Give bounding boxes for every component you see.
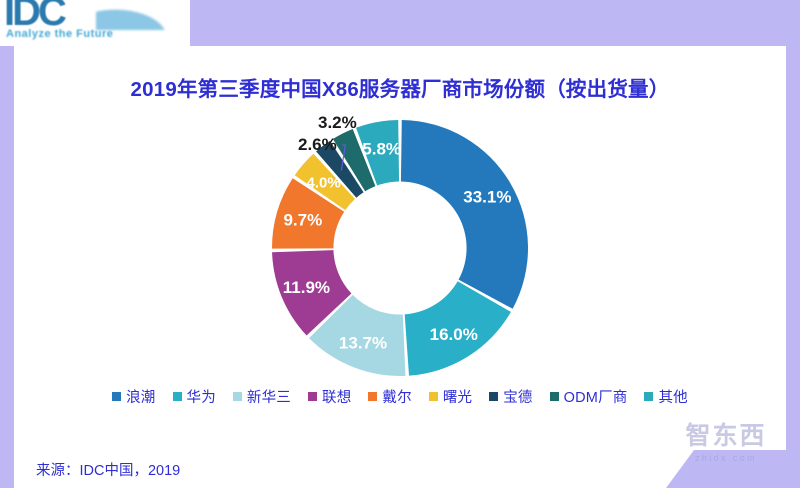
donut-slices	[272, 120, 528, 376]
donut-slice-label: 16.0%	[430, 325, 478, 344]
legend-item[interactable]: 戴尔	[368, 386, 412, 407]
donut-leader-lines	[340, 144, 346, 171]
donut-slice-label: 33.1%	[463, 188, 511, 207]
donut-value-labels: 33.1% 16.0% 13.7% 11.9% 9.7% 4.0% 2.6% 3.2% 5.8%	[283, 116, 512, 352]
legend-label: 其他	[658, 390, 688, 406]
legend-item[interactable]: 华为	[172, 386, 216, 407]
legend-swatch-icon	[112, 392, 122, 401]
chart-legend: 浪潮 华为 新华三 联想 戴尔 曙光 宝德 ODM厂商 其他	[14, 386, 786, 407]
donut-slice-label: 9.7%	[283, 210, 322, 229]
legend-label: 浪潮	[126, 390, 156, 406]
donut-slice[interactable]	[400, 120, 528, 309]
legend-swatch-icon	[308, 392, 318, 401]
chart-title: 2019年第三季度中国X86服务器厂商市场份额（按出货量）	[130, 78, 670, 101]
donut-slice-label: 5.8%	[362, 139, 401, 158]
donut-slice[interactable]	[316, 140, 364, 198]
legend-swatch-icon	[428, 392, 438, 401]
source-corner-decoration	[666, 450, 786, 488]
legend-item[interactable]: 联想	[308, 386, 351, 407]
legend-label: 宝德	[503, 390, 533, 406]
legend-item[interactable]: ODM厂商	[549, 386, 628, 407]
legend-item[interactable]: 曙光	[428, 386, 473, 407]
donut-slice-label: 11.9%	[283, 278, 330, 297]
donut-slice[interactable]	[272, 250, 352, 336]
donut-slice-label: 4.0%	[307, 175, 341, 192]
donut-leader-line	[340, 144, 346, 171]
source-text: 来源：IDC中国，2019	[36, 463, 181, 479]
legend-item[interactable]: 新华三	[232, 386, 292, 407]
legend-label: 华为	[186, 390, 216, 406]
logo-swoosh-icon	[96, 0, 190, 30]
legend-item[interactable]: 宝德	[489, 386, 532, 407]
legend-swatch-icon	[232, 392, 242, 401]
donut-slice-label: 13.7%	[339, 333, 387, 352]
source-bar: 来源：IDC中国，2019	[14, 450, 786, 488]
chart-card: 2019年第三季度中国X86服务器厂商市场份额（按出货量） 33.1% 16.0%…	[14, 46, 786, 450]
legend-swatch-icon	[489, 392, 499, 401]
legend-swatch-icon	[549, 392, 559, 401]
donut-slice[interactable]	[294, 153, 355, 211]
donut-slice-label: 3.2%	[318, 116, 357, 132]
legend-label: ODM厂商	[563, 390, 628, 406]
legend-label: 联想	[322, 390, 352, 406]
legend-item[interactable]: 其他	[644, 386, 688, 407]
donut-slice-label: 2.6%	[298, 135, 337, 154]
donut-slice[interactable]	[356, 120, 400, 186]
legend-swatch-icon	[644, 392, 654, 401]
donut-slice[interactable]	[309, 294, 406, 376]
legend-label: 新华三	[246, 390, 292, 406]
legend-swatch-icon	[172, 392, 182, 401]
idc-logo-wordmark: IDC	[4, 0, 67, 34]
donut-chart: 33.1% 16.0% 13.7% 11.9% 9.7% 4.0% 2.6% 3.2% 5.8%	[250, 116, 550, 380]
legend-label: 戴尔	[382, 390, 412, 406]
legend-swatch-icon	[368, 392, 378, 401]
idc-logo-tagline: Analyze the Future	[6, 28, 114, 40]
donut-slice[interactable]	[272, 178, 345, 249]
donut-chart-svg: 33.1% 16.0% 13.7% 11.9% 9.7% 4.0% 2.6% 3.2% 5.8%	[272, 116, 528, 376]
legend-item[interactable]: 浪潮	[112, 386, 155, 407]
donut-slice[interactable]	[404, 281, 511, 376]
legend-label: 曙光	[442, 390, 473, 406]
idc-logo: IDC Analyze the Future	[0, 0, 190, 46]
